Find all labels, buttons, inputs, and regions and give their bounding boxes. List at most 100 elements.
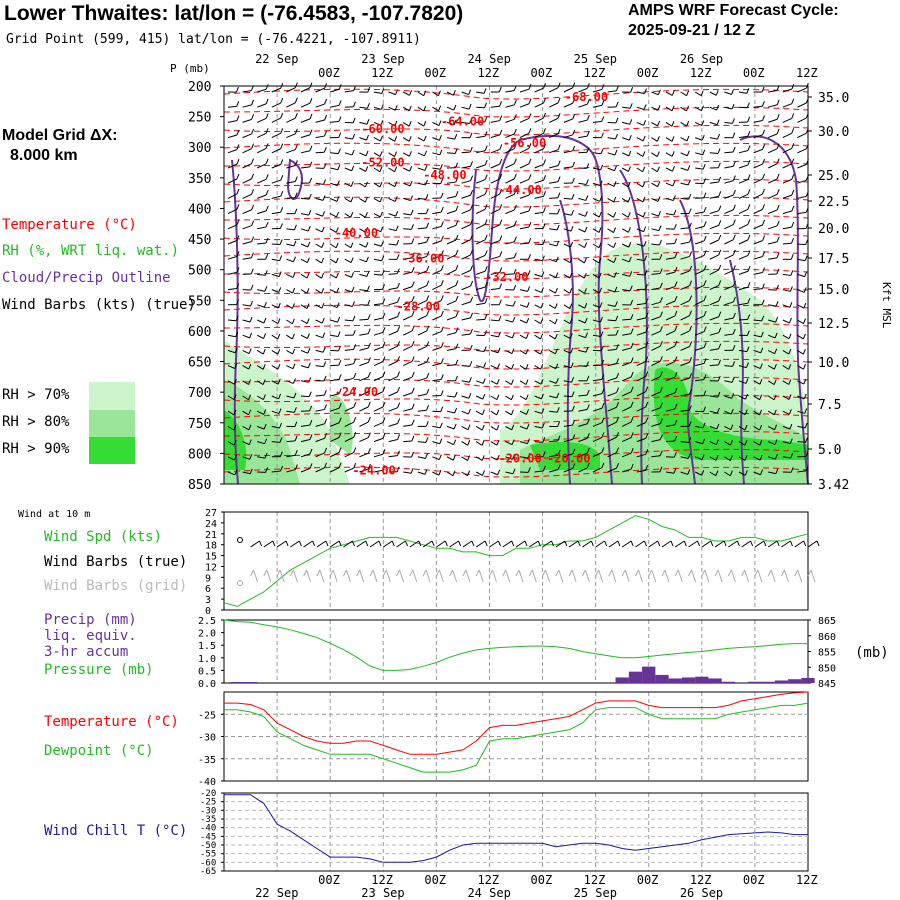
- wind-barb-flag: [411, 252, 415, 259]
- time-tick-label-top: 12Z: [371, 66, 393, 80]
- wind-barb-grid-flag: [637, 569, 643, 583]
- wind-barb-flag: [265, 254, 269, 260]
- wind-barb-flag: [627, 166, 631, 172]
- kft-axis-label: Kft MSL: [880, 282, 893, 329]
- wind-barb-true-flag: [590, 540, 594, 547]
- wind-barb: [549, 243, 557, 247]
- wind-barb: [767, 163, 778, 169]
- wind-barb-flag: [455, 205, 459, 211]
- wind-barb: [475, 193, 486, 199]
- wind-barb-flag: [569, 303, 573, 309]
- legend-cloud: Cloud/Precip Outline: [2, 270, 171, 286]
- wind-barb-flag: [616, 358, 620, 364]
- wind-barb-grid: [435, 569, 440, 577]
- wind-barb-flag: [279, 255, 283, 261]
- wind-barb-flag: [629, 285, 633, 291]
- wind-barb: [315, 197, 324, 201]
- wind-barb: [724, 317, 734, 321]
- wind-barb: [227, 319, 237, 322]
- wind-barb-flag: [774, 348, 778, 354]
- time-tick-label-top: 00Z: [637, 66, 659, 80]
- precip-bar: [801, 677, 815, 683]
- wind-barb: [695, 378, 705, 382]
- wind-barb-flag: [469, 361, 473, 367]
- wind-barb-flag: [337, 331, 341, 337]
- wind-barb-flag: [468, 377, 472, 383]
- wind-barb-flag: [397, 311, 401, 317]
- wind-barb: [738, 255, 749, 260]
- wind-barb: [680, 441, 689, 444]
- wind-barb: [373, 197, 381, 203]
- wind-barb-grid: [263, 569, 268, 577]
- wind-barb-flag: [440, 406, 444, 412]
- wind-barb-flag: [366, 134, 369, 141]
- wind-barb: [694, 269, 705, 275]
- wind-barb-flag: [686, 150, 690, 156]
- wind-barb: [417, 270, 427, 275]
- wind-barb: [592, 120, 602, 123]
- wind-barb: [534, 163, 544, 169]
- wind-barb: [344, 421, 354, 427]
- wind-barb-flag: [321, 288, 325, 294]
- wind-barb: [695, 167, 704, 170]
- wind-barb: [271, 117, 281, 123]
- wind-barb-flag: [481, 424, 485, 431]
- wind-barb: [461, 456, 468, 461]
- wind-barb: [724, 91, 732, 95]
- wind-barb-flag: [278, 393, 282, 400]
- wind-barb-flag: [645, 298, 649, 304]
- wind-barb: [768, 334, 776, 339]
- wind-barb-flag: [791, 189, 795, 196]
- wind-barb-flag: [411, 435, 415, 442]
- wind-barb: [300, 349, 309, 354]
- wind-barb-flag: [659, 386, 663, 393]
- wind-barb-true: [515, 540, 526, 548]
- wind-barb-flag: [657, 196, 661, 202]
- precip-tick-label: 0.0: [198, 679, 216, 690]
- kft-tick-label: 25.0: [818, 169, 849, 184]
- wind-barb-flag: [397, 418, 401, 424]
- wind-barb-true: [648, 540, 659, 548]
- wind-barb: [461, 317, 471, 321]
- wind-barb-flag: [323, 163, 327, 169]
- wind-barb-flag: [294, 144, 298, 150]
- wind-barb-flag: [426, 222, 430, 229]
- wind-barb-flag: [572, 161, 576, 168]
- wind-barb: [622, 121, 630, 125]
- wind-barb-flag: [513, 252, 517, 258]
- wind-barb-flag: [584, 226, 588, 233]
- wind-barb: [417, 197, 426, 200]
- wind-barb: [373, 361, 384, 367]
- wind-barb-flag: [322, 195, 326, 201]
- wind-barb-flag: [440, 280, 444, 286]
- grid-point-label: Grid Point (599, 415) lat/lon = (-76.422…: [6, 32, 421, 47]
- rh-70-swatch: [89, 382, 135, 410]
- wind-barb-flag: [367, 463, 371, 470]
- precip-bar: [615, 677, 629, 683]
- wind-barb: [417, 256, 427, 260]
- wind-barb-flag: [455, 162, 459, 168]
- wind-barb-flag: [251, 252, 254, 258]
- wind-barb-flag: [627, 227, 631, 233]
- wind-barb-flag: [382, 449, 386, 455]
- wind-barb-flag: [367, 416, 371, 423]
- wind-barb: [242, 104, 252, 108]
- wind-barb-flag: [366, 119, 370, 125]
- model-grid-label: Model Grid ΔX:: [2, 127, 118, 144]
- temperature-contour-line: [223, 250, 809, 262]
- wind-barb: [578, 87, 588, 93]
- wind-barb: [403, 471, 412, 474]
- wind-barb: [461, 165, 471, 169]
- wind-barb: [286, 133, 296, 139]
- wind-barb-flag: [557, 97, 561, 104]
- wind-barb: [257, 425, 265, 430]
- wind-barb-grid-flag: [744, 569, 750, 583]
- wind-barb-flag: [715, 439, 719, 445]
- wind-barb-grid: [356, 569, 361, 577]
- wind-barb: [709, 121, 718, 126]
- wind-barb-flag: [338, 132, 342, 138]
- wind-barb: [242, 241, 252, 245]
- wind-barb-flag: [364, 212, 368, 218]
- wind-barb: [519, 242, 529, 245]
- wind-barb-true-flag: [617, 540, 621, 547]
